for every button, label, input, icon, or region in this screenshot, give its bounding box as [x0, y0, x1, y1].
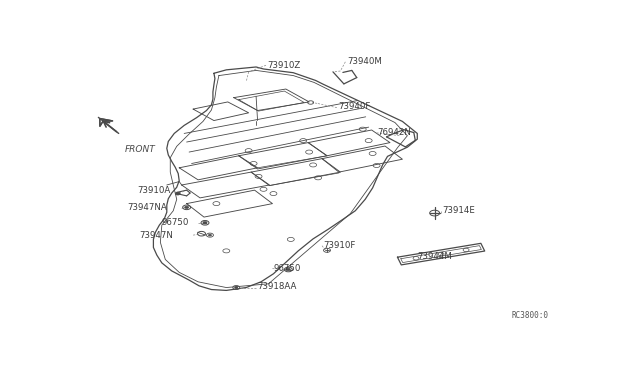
Circle shape [175, 192, 180, 195]
Text: 73944M: 73944M [417, 252, 452, 261]
Text: FRONT: FRONT [125, 145, 156, 154]
Circle shape [286, 268, 291, 271]
Text: 73947N: 73947N [140, 231, 173, 240]
Text: 73910A: 73910A [137, 186, 170, 195]
Text: RC3800:0: RC3800:0 [512, 311, 548, 320]
Text: 73910F: 73910F [323, 241, 355, 250]
Circle shape [185, 206, 189, 208]
Text: 73914E: 73914E [442, 206, 475, 215]
Text: 73940M: 73940M [347, 57, 381, 66]
Circle shape [209, 234, 211, 236]
Circle shape [235, 287, 237, 288]
Text: 73918AA: 73918AA [257, 282, 297, 291]
Text: 73947NA: 73947NA [127, 203, 167, 212]
Text: 96750: 96750 [273, 264, 301, 273]
Text: 73940F: 73940F [338, 102, 371, 111]
Text: 96750: 96750 [162, 218, 189, 227]
Text: 76942N: 76942N [378, 128, 412, 137]
Text: 73910Z: 73910Z [268, 61, 301, 70]
Circle shape [203, 222, 207, 224]
